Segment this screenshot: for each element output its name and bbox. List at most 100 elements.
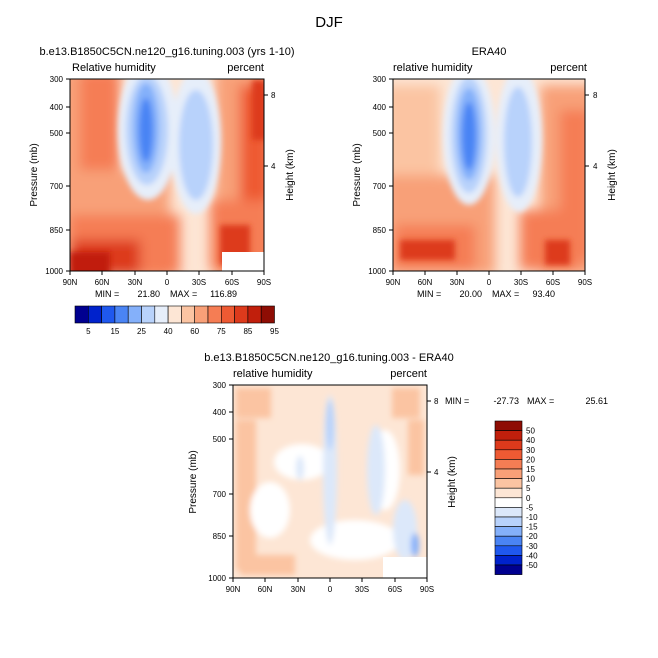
panel-obs-min-value: 20.00 — [459, 289, 482, 299]
tick-label: 300 — [213, 381, 227, 390]
panel-diff-y2-axis-label: Height (km) — [447, 456, 458, 508]
panel-obs-min-label: MIN = — [417, 289, 441, 299]
colorbar-label: 20 — [526, 455, 535, 464]
colorbar-horizontal: 5 15 25 40 60 75 85 95 — [74, 305, 279, 336]
tick-label: 1000 — [208, 574, 226, 583]
colorbar-swatch — [114, 305, 129, 324]
panel-diff-variable-label: relative humidity — [233, 368, 313, 380]
colorbar-label: -10 — [526, 513, 538, 522]
tick-label: 700 — [50, 182, 64, 191]
colorbar-label: 95 — [270, 327, 279, 336]
panel-model-x-ticks: 90N 60N 30N 0 30S 60S 90S — [63, 271, 271, 287]
panel-model-max-value: 116.89 — [210, 289, 237, 299]
tick-label: 400 — [373, 103, 387, 112]
tick-label: 1000 — [368, 267, 386, 276]
tick-label: 30S — [192, 278, 206, 287]
tick-label: 8 — [434, 397, 439, 406]
panel-model-y-axis-label: Pressure (mb) — [29, 143, 40, 206]
panel-model-title: b.e13.B1850C5CN.ne120_g16.tuning.003 (yr… — [39, 46, 294, 58]
panel-diff-y-ticks: 300 400 500 700 850 1000 — [208, 381, 233, 583]
panel-model: b.e13.B1850C5CN.ne120_g16.tuning.003 (yr… — [29, 46, 296, 299]
panel-obs-variable-label: relative humidity — [393, 62, 473, 74]
panel-diff-max-label: MAX = — [527, 396, 554, 406]
panel-obs-y2-axis-label: Height (km) — [607, 149, 618, 201]
colorbar-label: 5 — [526, 484, 531, 493]
tick-label: 60S — [388, 585, 402, 594]
tick-label: 4 — [434, 468, 439, 477]
tick-label: 1000 — [45, 267, 63, 276]
tick-label: 90N — [386, 278, 401, 287]
tick-label: 850 — [373, 226, 387, 235]
colorbar-swatch — [494, 564, 523, 575]
panel-diff-y-axis-label: Pressure (mb) — [188, 450, 199, 513]
colorbar-swatch — [234, 305, 249, 324]
colorbar-swatch — [494, 497, 523, 508]
colorbar-label: -50 — [526, 561, 538, 570]
colorbar-swatch — [141, 305, 156, 324]
panel-model-max-label: MAX = — [170, 289, 197, 299]
colorbar-swatch — [101, 305, 116, 324]
colorbar-swatch — [194, 305, 209, 324]
panel-model-y-ticks: 300 400 500 700 850 1000 — [45, 75, 70, 276]
panel-model-min-value: 21.80 — [137, 289, 160, 299]
colorbar-swatch — [154, 305, 169, 324]
colorbar-label: 15 — [526, 465, 535, 474]
colorbar-label: 25 — [137, 327, 146, 336]
colorbar-swatch — [494, 459, 523, 470]
tick-label: 700 — [373, 182, 387, 191]
tick-label: 0 — [328, 585, 333, 594]
tick-label: 90S — [257, 278, 271, 287]
panel-model-y2-ticks: 8 4 — [264, 91, 276, 171]
figure-title: DJF — [315, 14, 343, 31]
colorbar-label: 0 — [526, 494, 531, 503]
tick-label: 500 — [50, 129, 64, 138]
colorbar-swatch — [221, 305, 235, 324]
tick-label: 850 — [50, 226, 64, 235]
tick-label: 300 — [373, 75, 387, 84]
panel-diff-min-value: -27.73 — [493, 396, 519, 406]
panel-obs-max-label: MAX = — [492, 289, 519, 299]
tick-label: 60N — [258, 585, 273, 594]
panel-diff-min-label: MIN = — [445, 396, 469, 406]
colorbar-swatch — [494, 487, 523, 499]
colorbar-swatch — [167, 305, 182, 324]
tick-label: 4 — [593, 162, 598, 171]
colorbar-swatch — [494, 439, 523, 451]
panel-model-field — [70, 79, 264, 271]
colorbar-swatch — [494, 430, 523, 441]
panel-obs-y2-ticks: 8 4 — [585, 91, 598, 171]
colorbar-swatch — [494, 516, 523, 527]
panel-model-min-label: MIN = — [95, 289, 119, 299]
tick-label: 500 — [213, 435, 227, 444]
tick-label: 30N — [450, 278, 465, 287]
colorbar-label: 40 — [164, 327, 173, 336]
tick-label: 400 — [213, 408, 227, 417]
tick-label: 400 — [50, 103, 64, 112]
colorbar-label: 60 — [190, 327, 199, 336]
colorbar-swatch — [74, 305, 89, 324]
tick-label: 90N — [63, 278, 78, 287]
panel-diff-title: b.e13.B1850C5CN.ne120_g16.tuning.003 - E… — [204, 352, 454, 364]
panel-model-units-label: percent — [227, 62, 264, 74]
colorbar-label: 10 — [526, 475, 535, 484]
colorbar-swatch — [127, 305, 142, 324]
tick-label: 8 — [271, 91, 276, 100]
panel-obs-y-ticks: 300 400 500 700 850 1000 — [368, 75, 393, 276]
panel-diff-y2-ticks: 8 4 — [427, 397, 439, 477]
tick-label: 4 — [271, 162, 276, 171]
tick-label: 60S — [225, 278, 239, 287]
colorbar-swatch — [181, 305, 195, 324]
colorbar-label: 5 — [86, 327, 91, 336]
tick-label: 90S — [578, 278, 592, 287]
panel-model-y2-axis-label: Height (km) — [285, 149, 296, 201]
tick-label: 90N — [226, 585, 241, 594]
tick-label: 30S — [514, 278, 528, 287]
panel-diff: b.e13.B1850C5CN.ne120_g16.tuning.003 - E… — [188, 352, 608, 594]
colorbar-label: -30 — [526, 542, 538, 551]
tick-label: 700 — [213, 490, 227, 499]
tick-label: 850 — [213, 532, 227, 541]
panel-diff-units-label: percent — [390, 368, 427, 380]
colorbar-label: -40 — [526, 551, 538, 560]
